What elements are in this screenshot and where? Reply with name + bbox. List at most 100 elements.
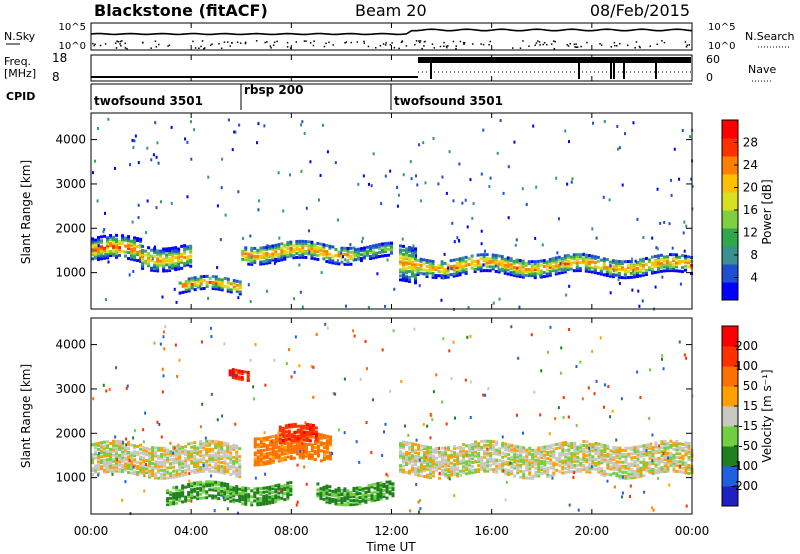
- data-cell: [367, 486, 371, 490]
- data-cell: [235, 279, 239, 283]
- data-cell: [570, 466, 574, 470]
- data-cell: [663, 463, 667, 467]
- data-cell: [605, 266, 609, 270]
- data-cell: [160, 454, 164, 458]
- data-cell: [274, 259, 278, 263]
- data-cell: [608, 272, 612, 276]
- data-cell: [118, 457, 122, 461]
- data-cell: [256, 461, 260, 465]
- data-cell: [414, 247, 418, 251]
- nsearch-dot: [303, 40, 306, 42]
- data-cell: [205, 453, 209, 457]
- data-cell: [139, 245, 143, 249]
- data-cell: [281, 430, 285, 434]
- data-cell: [669, 443, 673, 447]
- data-cell: [516, 467, 520, 471]
- data-cell: [127, 257, 131, 261]
- data-cell: [621, 475, 624, 479]
- data-cell: [458, 257, 462, 261]
- data-cell: [277, 431, 280, 435]
- data-cell: [584, 259, 588, 263]
- data-cell: [441, 400, 444, 404]
- data-cell: [325, 252, 329, 256]
- data-cell: [455, 269, 459, 273]
- data-cell: [585, 468, 589, 472]
- data-cell: [431, 263, 435, 267]
- data-cell: [172, 494, 176, 498]
- data-cell: [566, 259, 570, 263]
- data-cell: [539, 269, 543, 273]
- data-cell: [205, 480, 209, 484]
- data-cell: [455, 263, 459, 267]
- data-cell: [301, 454, 305, 458]
- data-cell: [268, 255, 272, 259]
- data-cell: [223, 496, 227, 500]
- data-cell: [365, 251, 369, 255]
- data-cell: [528, 464, 532, 468]
- data-cell: [531, 476, 535, 480]
- data-cell: [492, 462, 496, 466]
- data-cell: [441, 456, 445, 460]
- data-cell: [325, 500, 329, 504]
- data-cell: [552, 467, 556, 471]
- data-cell: [169, 474, 173, 478]
- data-cell: [537, 448, 541, 452]
- data-cell: [153, 263, 157, 267]
- data-cell: [262, 490, 266, 494]
- data-cell: [612, 463, 616, 467]
- data-cell: [208, 449, 212, 453]
- data-cell: [211, 285, 215, 289]
- data-cell: [161, 367, 164, 371]
- data-cell: [286, 449, 290, 453]
- data-cell: [133, 472, 137, 476]
- data-cell: [661, 354, 664, 358]
- data-cell: [136, 470, 140, 474]
- nsearch-dot: [114, 42, 117, 44]
- nsearch-dot: [539, 44, 541, 46]
- data-cell: [304, 450, 308, 454]
- data-cell: [340, 489, 343, 493]
- data-cell: [296, 434, 300, 438]
- data-cell: [283, 488, 287, 492]
- data-cell: [256, 254, 260, 258]
- data-cell: [337, 496, 341, 500]
- data-cell: [434, 268, 438, 272]
- data-cell: [368, 251, 372, 255]
- data-cell: [437, 182, 440, 186]
- data-cell: [132, 270, 135, 274]
- data-cell: [525, 468, 529, 472]
- data-cell: [355, 500, 359, 504]
- data-cell: [133, 458, 137, 462]
- data-cell: [196, 481, 200, 485]
- data-cell: [554, 262, 558, 266]
- data-cell: [552, 455, 556, 459]
- data-cell: [552, 471, 556, 475]
- data-cell: [128, 273, 131, 277]
- data-cell: [183, 252, 187, 256]
- data-cell: [551, 261, 555, 265]
- data-cell: [175, 455, 179, 459]
- data-cell: [247, 254, 251, 258]
- data-cell: [453, 469, 457, 473]
- data-cell: [642, 462, 646, 466]
- data-cell: [100, 443, 104, 447]
- data-cell: [618, 476, 622, 480]
- data-cell: [343, 499, 347, 503]
- nsearch-dot: [535, 42, 538, 44]
- data-cell: [548, 257, 552, 261]
- data-cell: [346, 254, 350, 258]
- data-cell: [543, 453, 547, 457]
- data-cell: [325, 484, 329, 488]
- data-cell: [399, 262, 403, 266]
- data-cell: [250, 246, 254, 250]
- data-cell: [301, 444, 305, 448]
- data-cell: [211, 494, 215, 498]
- data-cell: [305, 426, 309, 430]
- data-cell: [672, 461, 676, 465]
- data-cell: [127, 241, 131, 245]
- data-cell: [181, 465, 185, 469]
- data-cell: [677, 269, 681, 273]
- data-cell: [540, 468, 544, 472]
- data-cell: [426, 459, 430, 463]
- data-cell: [605, 272, 609, 276]
